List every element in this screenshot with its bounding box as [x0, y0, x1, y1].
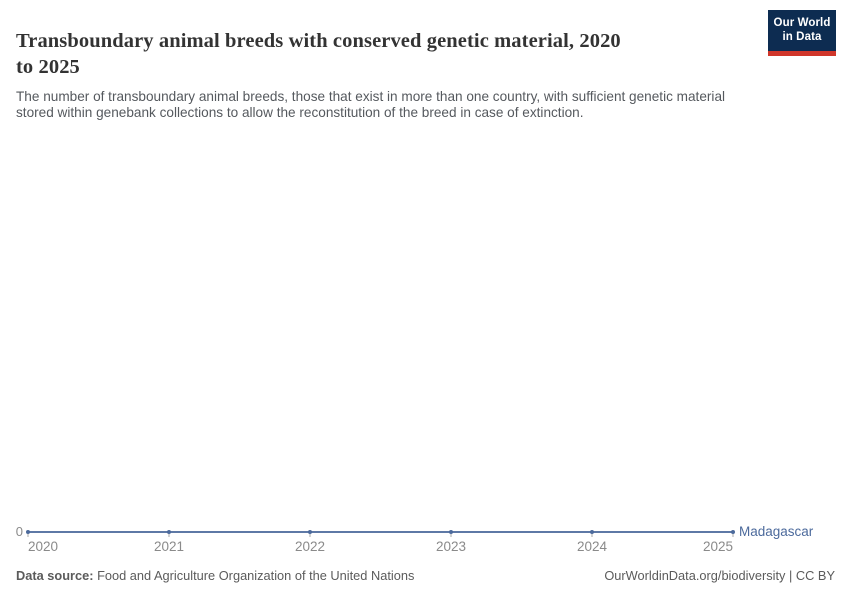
x-axis-tick-2021: [168, 533, 170, 537]
subtitle-line-2: stored within genebank collections to al…: [16, 105, 584, 121]
title-line-1: Transboundary animal breeds with conserv…: [16, 29, 621, 52]
x-axis-tick-2022: [309, 533, 311, 537]
y-axis-zero-label: 0: [15, 524, 23, 540]
data-point-2020[interactable]: [26, 530, 30, 534]
chart-footer: Data source: Food and Agriculture Organi…: [16, 568, 835, 584]
data-point-2022[interactable]: [308, 530, 312, 534]
data-point-2023[interactable]: [449, 530, 453, 534]
x-axis-label-2022: 2022: [294, 539, 326, 554]
data-source-text: Food and Agriculture Organization of the…: [93, 568, 415, 583]
data-point-2025[interactable]: [731, 530, 735, 534]
data-point-2021[interactable]: [167, 530, 171, 534]
entity-label-madagascar[interactable]: Madagascar: [739, 524, 814, 540]
x-axis-label-2023: 2023: [435, 539, 467, 554]
chart-subtitle: The number of transboundary animal breed…: [16, 89, 725, 122]
subtitle-line-1: The number of transboundary animal breed…: [16, 88, 726, 104]
license-note: OurWorldinData.org/biodiversity | CC BY: [604, 568, 835, 583]
data-source-note: Data source: Food and Agriculture Organi…: [16, 568, 414, 584]
x-axis-label-2024: 2024: [576, 539, 608, 554]
x-axis-label-2025: 2025: [702, 539, 733, 554]
page-title: Transboundary animal breeds with conserv…: [16, 28, 621, 80]
series-line-madagascar[interactable]: [28, 531, 733, 533]
x-axis-tick-2020: [27, 533, 29, 537]
data-point-2024[interactable]: [590, 530, 594, 534]
data-source-label: Data source:: [16, 568, 94, 583]
x-axis-tick-2025: [732, 533, 734, 537]
x-axis-tick-2023: [450, 533, 452, 537]
title-line-2: to 2025: [16, 55, 80, 78]
owid-logo-text: Our World in Data: [773, 17, 831, 43]
x-axis-tick-2024: [591, 533, 593, 537]
x-axis-label-2021: 2021: [153, 539, 185, 554]
x-axis-label-2020: 2020: [28, 539, 59, 554]
owid-logo[interactable]: Our World in Data: [768, 10, 836, 56]
